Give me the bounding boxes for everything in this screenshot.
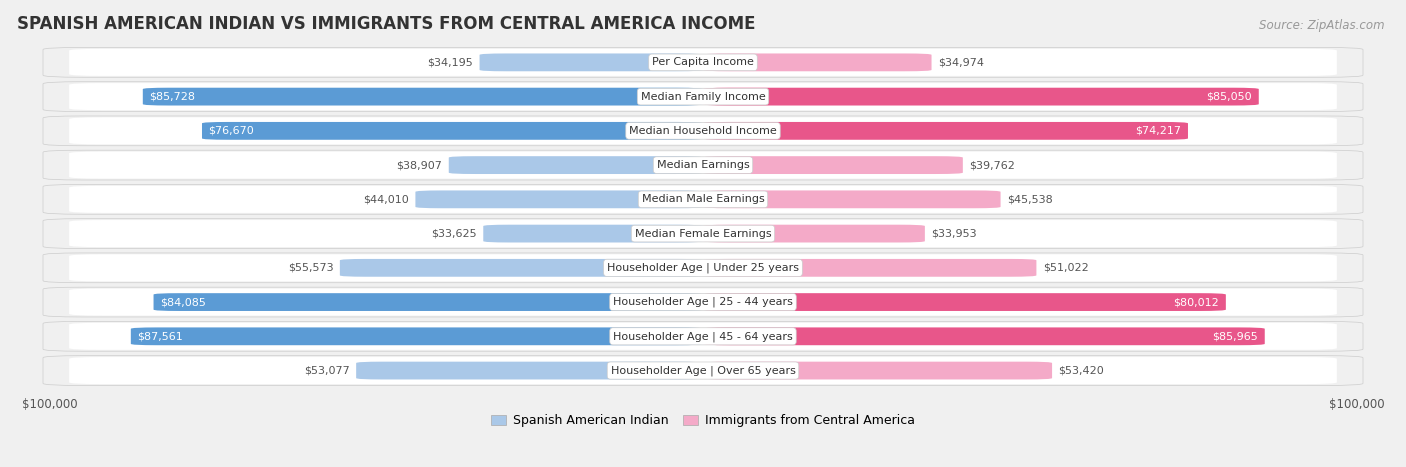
- Text: $39,762: $39,762: [969, 160, 1015, 170]
- FancyBboxPatch shape: [703, 293, 1226, 311]
- Text: $84,085: $84,085: [160, 297, 205, 307]
- FancyBboxPatch shape: [484, 225, 703, 242]
- Text: SPANISH AMERICAN INDIAN VS IMMIGRANTS FROM CENTRAL AMERICA INCOME: SPANISH AMERICAN INDIAN VS IMMIGRANTS FR…: [17, 15, 755, 33]
- Text: Per Capita Income: Per Capita Income: [652, 57, 754, 67]
- Legend: Spanish American Indian, Immigrants from Central America: Spanish American Indian, Immigrants from…: [486, 410, 920, 432]
- FancyBboxPatch shape: [44, 253, 1362, 283]
- FancyBboxPatch shape: [703, 225, 925, 242]
- Text: Source: ZipAtlas.com: Source: ZipAtlas.com: [1260, 19, 1385, 32]
- FancyBboxPatch shape: [44, 219, 1362, 248]
- Text: $87,561: $87,561: [138, 331, 183, 341]
- FancyBboxPatch shape: [69, 186, 1337, 213]
- Text: $34,195: $34,195: [427, 57, 472, 67]
- FancyBboxPatch shape: [143, 88, 703, 106]
- Text: $74,217: $74,217: [1136, 126, 1181, 136]
- FancyBboxPatch shape: [69, 117, 1337, 144]
- FancyBboxPatch shape: [703, 88, 1258, 106]
- Text: $85,965: $85,965: [1212, 331, 1258, 341]
- FancyBboxPatch shape: [69, 357, 1337, 384]
- FancyBboxPatch shape: [153, 293, 703, 311]
- Text: $45,538: $45,538: [1007, 194, 1053, 205]
- FancyBboxPatch shape: [479, 53, 703, 71]
- FancyBboxPatch shape: [449, 156, 703, 174]
- FancyBboxPatch shape: [69, 323, 1337, 350]
- FancyBboxPatch shape: [703, 259, 1036, 277]
- FancyBboxPatch shape: [69, 289, 1337, 316]
- FancyBboxPatch shape: [69, 83, 1337, 110]
- FancyBboxPatch shape: [131, 327, 703, 345]
- FancyBboxPatch shape: [415, 191, 703, 208]
- FancyBboxPatch shape: [44, 184, 1362, 214]
- Text: $53,420: $53,420: [1059, 366, 1104, 375]
- Text: $34,974: $34,974: [938, 57, 984, 67]
- Text: $53,077: $53,077: [304, 366, 350, 375]
- Text: $55,573: $55,573: [288, 263, 333, 273]
- FancyBboxPatch shape: [44, 48, 1362, 77]
- FancyBboxPatch shape: [340, 259, 703, 277]
- FancyBboxPatch shape: [703, 53, 932, 71]
- Text: $33,625: $33,625: [432, 228, 477, 239]
- FancyBboxPatch shape: [703, 327, 1265, 345]
- FancyBboxPatch shape: [44, 356, 1362, 385]
- FancyBboxPatch shape: [44, 287, 1362, 317]
- Text: Median Household Income: Median Household Income: [628, 126, 778, 136]
- Text: Median Male Earnings: Median Male Earnings: [641, 194, 765, 205]
- FancyBboxPatch shape: [44, 321, 1362, 351]
- FancyBboxPatch shape: [703, 122, 1188, 140]
- FancyBboxPatch shape: [703, 361, 1052, 380]
- FancyBboxPatch shape: [703, 191, 1001, 208]
- Text: $38,907: $38,907: [396, 160, 443, 170]
- Text: $33,953: $33,953: [931, 228, 977, 239]
- Text: Median Earnings: Median Earnings: [657, 160, 749, 170]
- Text: $44,010: $44,010: [363, 194, 409, 205]
- Text: Householder Age | 25 - 44 years: Householder Age | 25 - 44 years: [613, 297, 793, 307]
- Text: $80,012: $80,012: [1174, 297, 1219, 307]
- FancyBboxPatch shape: [69, 255, 1337, 281]
- Text: Median Family Income: Median Family Income: [641, 92, 765, 102]
- Text: $85,050: $85,050: [1206, 92, 1253, 102]
- FancyBboxPatch shape: [44, 150, 1362, 180]
- Text: $51,022: $51,022: [1043, 263, 1088, 273]
- FancyBboxPatch shape: [202, 122, 703, 140]
- Text: $76,670: $76,670: [208, 126, 254, 136]
- Text: Householder Age | 45 - 64 years: Householder Age | 45 - 64 years: [613, 331, 793, 341]
- FancyBboxPatch shape: [44, 82, 1362, 112]
- Text: $85,728: $85,728: [149, 92, 195, 102]
- Text: Householder Age | Over 65 years: Householder Age | Over 65 years: [610, 365, 796, 376]
- FancyBboxPatch shape: [69, 152, 1337, 179]
- FancyBboxPatch shape: [69, 220, 1337, 247]
- FancyBboxPatch shape: [356, 361, 703, 380]
- FancyBboxPatch shape: [69, 49, 1337, 76]
- Text: Median Female Earnings: Median Female Earnings: [634, 228, 772, 239]
- FancyBboxPatch shape: [44, 116, 1362, 146]
- FancyBboxPatch shape: [703, 156, 963, 174]
- Text: Householder Age | Under 25 years: Householder Age | Under 25 years: [607, 262, 799, 273]
